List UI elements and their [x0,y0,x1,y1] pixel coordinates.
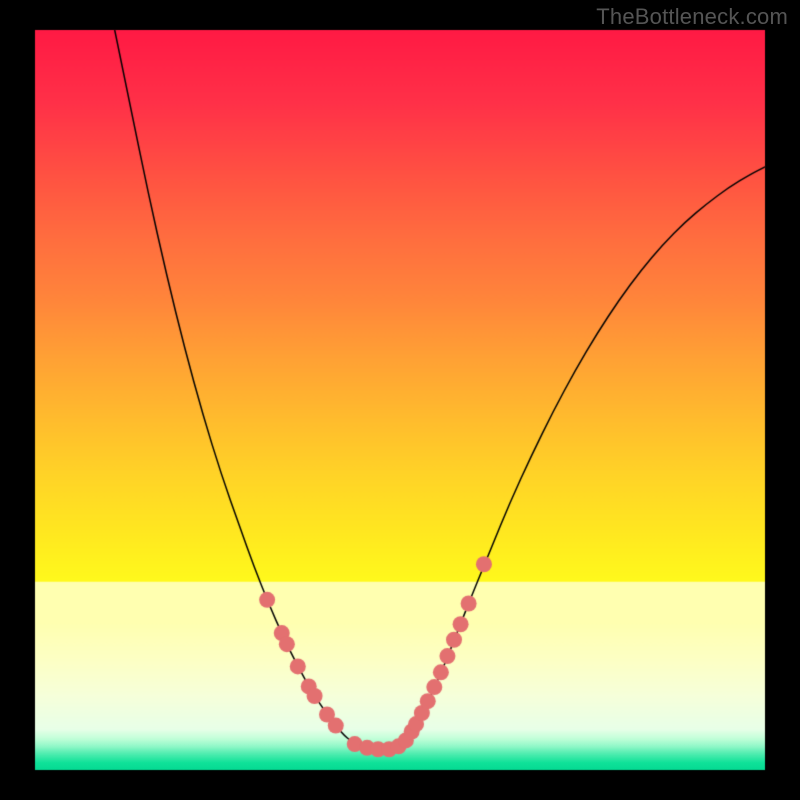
watermark-text: TheBottleneck.com [596,4,788,30]
bottleneck-curve [0,0,800,800]
chart-container: TheBottleneck.com [0,0,800,800]
